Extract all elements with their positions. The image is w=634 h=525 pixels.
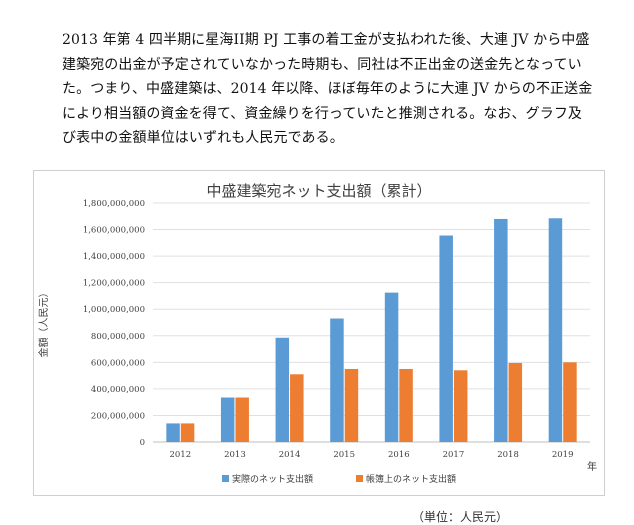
paragraph-line: び表中の金額単位はいずれも人民元である。 bbox=[62, 130, 344, 146]
chart-frame: 中盛建築宛ネット支出額（累計） 0 200,000,000 400,000,000 6… bbox=[33, 170, 605, 496]
bar-book bbox=[290, 374, 304, 442]
bar-book bbox=[180, 423, 195, 442]
y-tick-label: 0 bbox=[140, 438, 145, 448]
bar-book bbox=[235, 397, 249, 442]
bar-book bbox=[344, 368, 359, 442]
bar-book bbox=[399, 368, 413, 442]
y-tick-label: 1,000,000,000 bbox=[83, 305, 145, 315]
bar-actual bbox=[494, 218, 508, 442]
x-tick-label: 2015 bbox=[333, 450, 355, 460]
bar-actual bbox=[384, 292, 399, 442]
bar-actual bbox=[166, 423, 180, 442]
y-tick-label: 1,600,000,000 bbox=[83, 226, 145, 236]
bar-actual bbox=[220, 397, 235, 442]
x-tick-label: 2017 bbox=[443, 450, 465, 460]
x-tick-label: 2016 bbox=[388, 450, 410, 460]
legend-swatch bbox=[356, 475, 363, 482]
y-tick-label: 1,200,000,000 bbox=[83, 279, 145, 289]
y-tick-label: 600,000,000 bbox=[91, 358, 145, 368]
bar-actual bbox=[330, 318, 344, 442]
bar-book bbox=[563, 362, 577, 442]
y-axis-label: 金額（人民元） bbox=[37, 288, 50, 358]
paragraph-line: た。つまり、中盛建築は、2014 年以降、ほぼ毎年のように大連 JV からの不正… bbox=[62, 81, 593, 97]
chart-title: 中盛建築宛ネット支出額（累計） bbox=[206, 182, 432, 200]
y-tick-label: 800,000,000 bbox=[91, 332, 145, 342]
legend-label: 帳簿上のネット支出額 bbox=[366, 473, 456, 485]
legend-label: 実際のネット支出額 bbox=[232, 473, 313, 485]
body-paragraph: 2013 年第 4 四半期に星海II期 PJ 工事の着工金が支払われた後、大連 … bbox=[62, 28, 592, 151]
x-tick-label: 2012 bbox=[169, 450, 191, 460]
paragraph-line: により相当額の資金を得て、資金繰りを行っていたと推測される。なお、グラフ及 bbox=[62, 105, 583, 122]
y-tick-label: 400,000,000 bbox=[91, 385, 145, 395]
bar-chart: 0 200,000,000 400,000,000 600,000,000 800,00… bbox=[37, 199, 597, 485]
bar-actual bbox=[275, 337, 290, 442]
paragraph-line: 建築宛の出金が予定されていなかった時期も、同社は不正出金の送金先となってい bbox=[62, 56, 582, 73]
bar-book bbox=[508, 362, 523, 442]
y-tick-label: 1,800,000,000 bbox=[83, 199, 145, 209]
bar-actual bbox=[548, 218, 563, 442]
unit-note: （単位：人民元） bbox=[412, 510, 509, 524]
x-axis-label: 年 bbox=[587, 460, 597, 473]
y-tick-label: 200,000,000 bbox=[91, 411, 145, 421]
x-tick-label: 2019 bbox=[552, 450, 574, 460]
x-tick-label: 2018 bbox=[497, 450, 519, 460]
bar-actual bbox=[439, 235, 453, 442]
bar-book bbox=[453, 370, 468, 442]
x-tick-label: 2014 bbox=[279, 450, 301, 460]
x-tick-label: 2013 bbox=[224, 450, 246, 460]
legend-swatch bbox=[222, 475, 229, 482]
y-tick-label: 1,400,000,000 bbox=[83, 252, 145, 262]
paragraph-line: 2013 年第 4 四半期に星海II期 PJ 工事の着工金が支払われた後、大連 … bbox=[62, 32, 590, 48]
